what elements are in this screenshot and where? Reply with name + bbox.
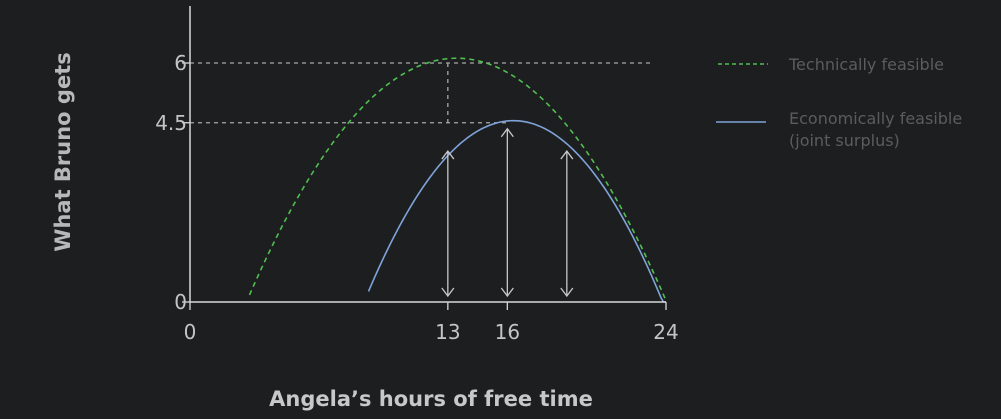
y-axis-label: What Bruno gets xyxy=(51,52,75,251)
y-tick-label: 0 xyxy=(174,290,187,314)
y-tick-label: 6 xyxy=(174,51,187,75)
economically-feasible-curve xyxy=(367,119,666,303)
legend-economic-label: Economically feasible (joint surplus) xyxy=(789,109,967,150)
double-arrow xyxy=(560,149,574,298)
reference-lines xyxy=(190,62,650,124)
technically-feasible-curve xyxy=(248,57,667,301)
double-arrow xyxy=(500,127,514,298)
x-axis-label: Angela’s hours of free time xyxy=(269,387,593,411)
legend-technical-label: Technically feasible xyxy=(788,55,944,74)
y-tick-label: 4.5 xyxy=(155,111,187,135)
double-arrow xyxy=(441,149,455,298)
curves xyxy=(248,57,667,303)
legend-economic-label-line1: Economically feasible xyxy=(789,109,962,128)
axes xyxy=(189,6,666,303)
double-arrows xyxy=(441,127,574,298)
x-tick-label: 13 xyxy=(435,320,460,344)
legend: Technically feasible Economically feasib… xyxy=(716,55,967,150)
x-tick-label: 0 xyxy=(184,320,197,344)
ticks: 0 13 16 24 0 4.5 6 xyxy=(155,51,679,344)
x-tick-label: 24 xyxy=(653,320,678,344)
legend-economic-label-line2: (joint surplus) xyxy=(789,131,900,150)
x-tick-label: 16 xyxy=(495,320,520,344)
